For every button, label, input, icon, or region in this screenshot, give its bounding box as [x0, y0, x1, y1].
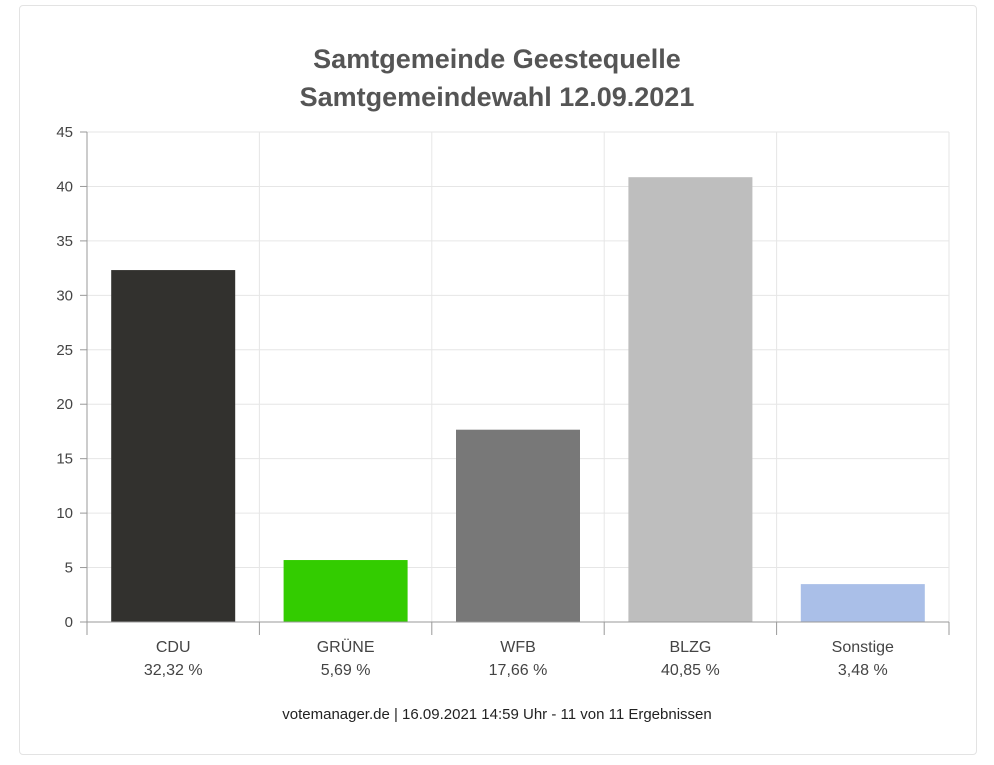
bar-blzg — [628, 177, 753, 622]
y-tick-label: 0 — [65, 614, 73, 631]
y-tick-label: 40 — [56, 178, 73, 195]
x-tick-label: WFB — [500, 639, 536, 656]
x-tick-label: CDU — [156, 639, 191, 656]
y-tick-label: 45 — [56, 124, 73, 141]
bar-value-label: 40,85 % — [661, 662, 720, 679]
y-tick-label: 15 — [56, 451, 73, 468]
bar-cdu — [111, 270, 236, 622]
x-tick-label: GRÜNE — [317, 638, 375, 656]
bar-value-label: 5,69 % — [321, 662, 371, 679]
bar-wfb — [456, 429, 580, 622]
chart-title: Samtgemeinde Geestequelle — [313, 44, 681, 74]
y-tick-label: 20 — [56, 396, 73, 413]
y-tick-label: 35 — [56, 233, 73, 250]
bar-value-label: 3,48 % — [838, 662, 888, 679]
bar-value-label: 32,32 % — [144, 662, 203, 679]
y-tick-label: 30 — [56, 287, 73, 304]
x-tick-label: BLZG — [670, 639, 712, 656]
chart-footer: votemanager.de | 16.09.2021 14:59 Uhr - … — [282, 706, 712, 723]
bar-value-label: 17,66 % — [489, 662, 548, 679]
y-tick-label: 25 — [56, 342, 73, 359]
bar-sonstige — [800, 584, 925, 622]
bar-grüne — [283, 560, 408, 622]
chart-subtitle: Samtgemeindewahl 12.09.2021 — [299, 82, 695, 112]
x-tick-label: Sonstige — [832, 639, 894, 656]
y-tick-label: 5 — [65, 560, 73, 577]
y-tick-label: 10 — [56, 505, 73, 522]
